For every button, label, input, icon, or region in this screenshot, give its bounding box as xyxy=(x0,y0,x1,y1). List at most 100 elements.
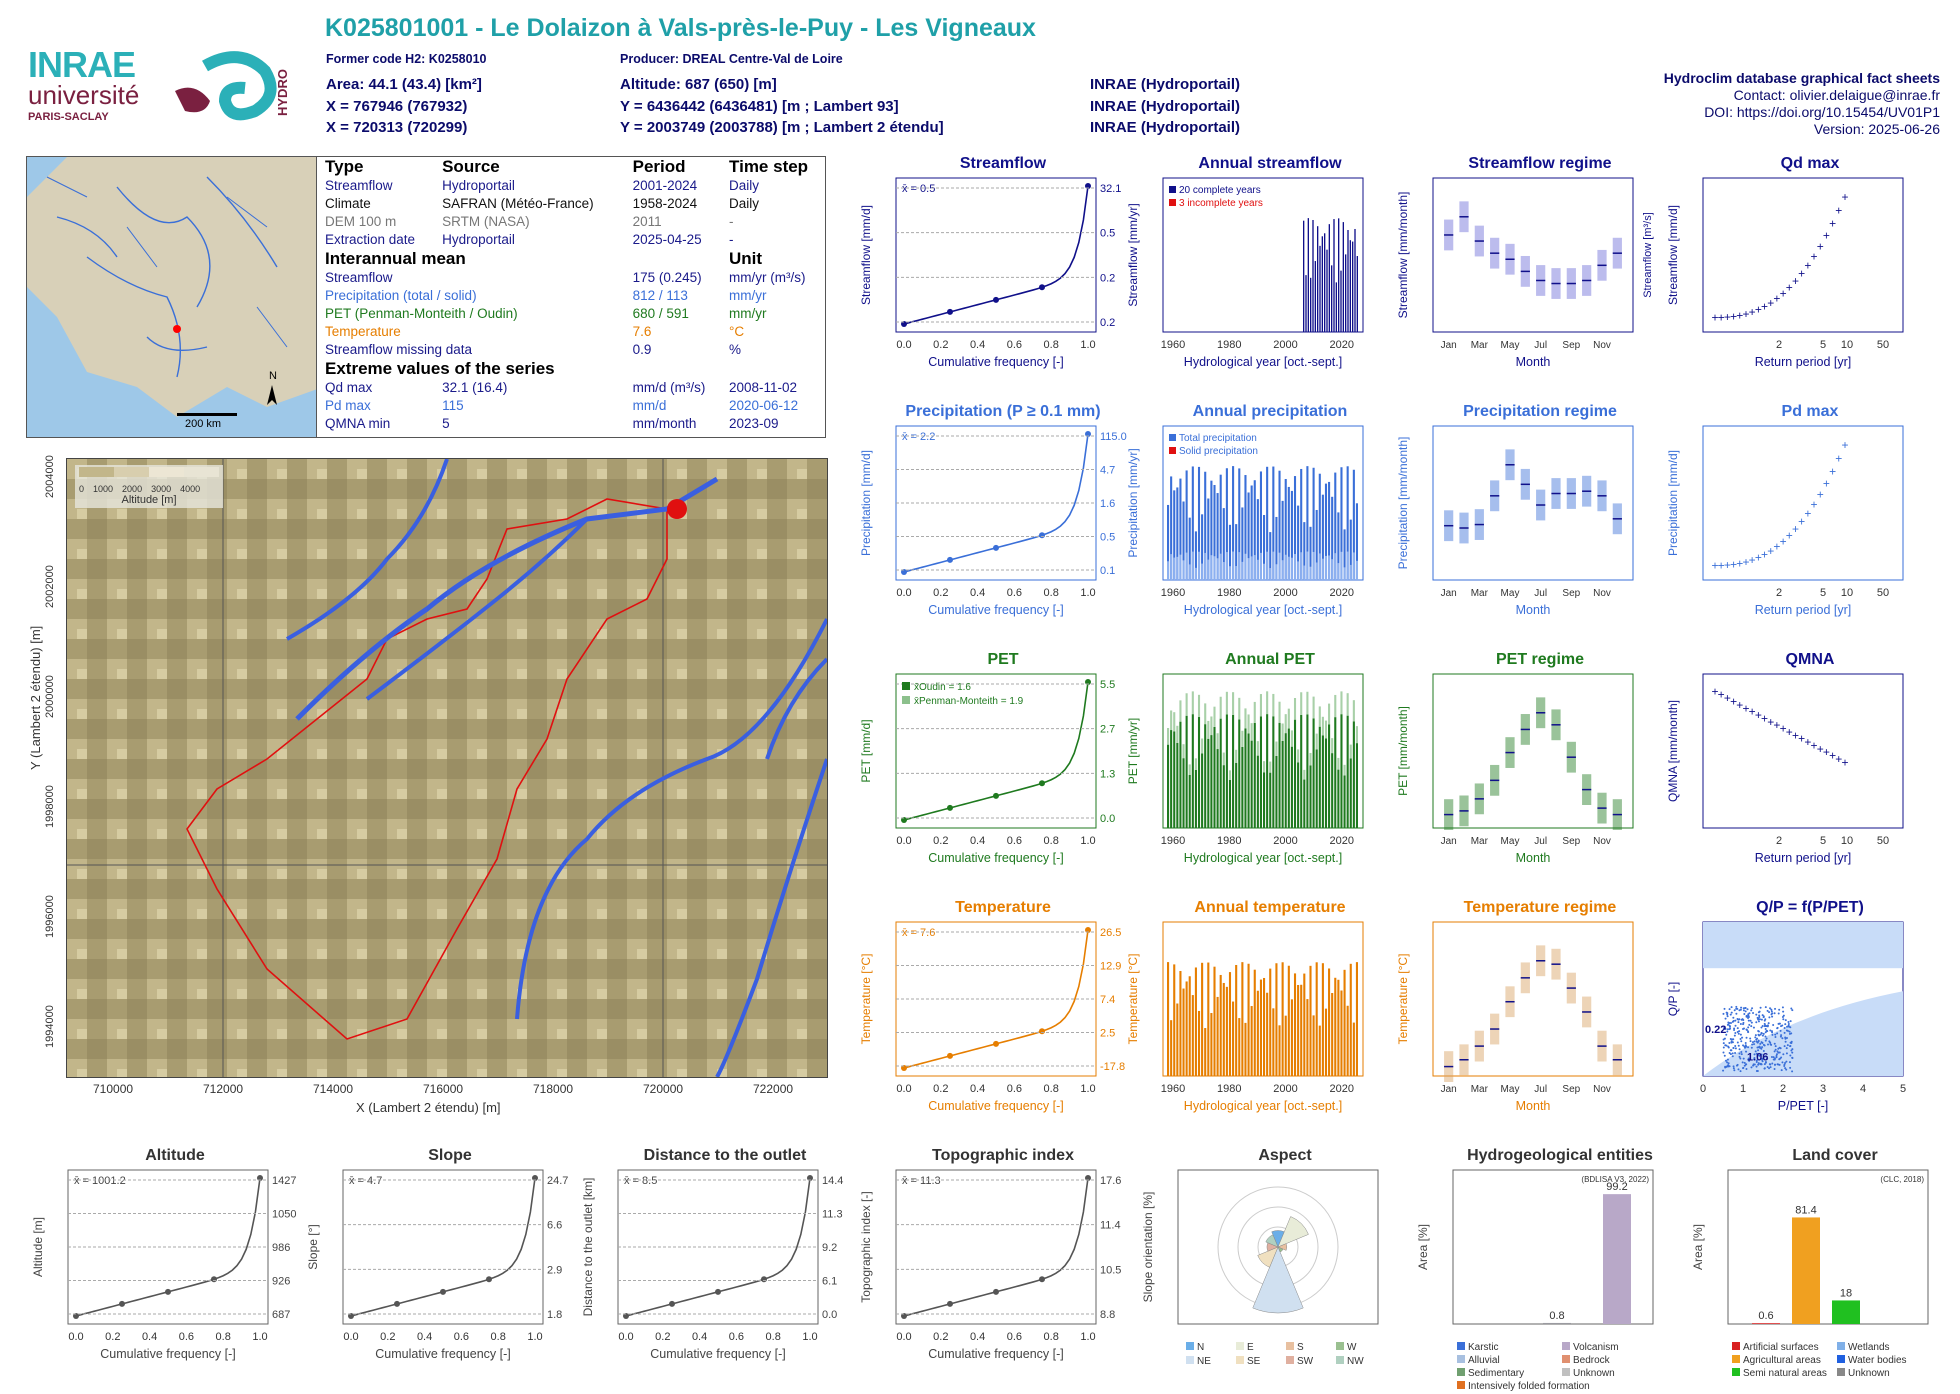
info-row: Climate SAFRAN (Météo-France) 1958-2024 Dai… xyxy=(317,195,825,213)
qp-point xyxy=(1749,1037,1751,1039)
qp-point xyxy=(1725,1018,1727,1020)
qp-point xyxy=(1779,1058,1781,1060)
x-tick: 0.2 xyxy=(105,1331,120,1343)
map-ytick: 2000000 xyxy=(44,675,56,718)
bar-solid xyxy=(1235,566,1237,580)
bar xyxy=(1254,970,1256,1076)
cdf-point xyxy=(440,1289,446,1295)
inter-row: Precipitation (total / solid) 812 / 113 mm… xyxy=(317,287,825,305)
bar xyxy=(1313,1015,1315,1076)
x-tick: 0.8 xyxy=(766,1331,781,1343)
bar xyxy=(1257,991,1259,1076)
station-marker xyxy=(667,499,687,519)
bar-solid xyxy=(1319,553,1321,580)
x-tick: 0.4 xyxy=(970,1331,985,1343)
qp-point xyxy=(1746,1037,1748,1039)
bar-solid xyxy=(1269,568,1271,580)
x-tick: 50 xyxy=(1877,835,1889,847)
legend-entry: N xyxy=(1197,1342,1204,1353)
bar-solid xyxy=(1213,556,1215,580)
right-tick: 1.3 xyxy=(1100,768,1115,780)
right-tick: 14.4 xyxy=(822,1175,843,1187)
chart-qd_max: Qd maxReturn period [yr]Streamflow [mm/d… xyxy=(1665,152,1935,402)
x-tick: 1.0 xyxy=(252,1331,267,1343)
qp-point xyxy=(1748,1020,1750,1022)
bar-pm xyxy=(1248,714,1250,733)
y-axis-label: Streamflow [mm/d] xyxy=(1666,205,1680,305)
qp-point xyxy=(1786,1047,1788,1049)
cdf-point xyxy=(993,297,999,303)
info-period: 2001-2024 xyxy=(625,177,721,195)
qp-point xyxy=(1731,1012,1733,1014)
bar xyxy=(1344,775,1346,828)
former-code: Former code H2: K0258010 xyxy=(326,52,487,66)
qp-point xyxy=(1728,1062,1730,1064)
info-type: Extraction date xyxy=(317,231,434,249)
qp-point xyxy=(1740,1070,1742,1072)
y-axis-label: QMNA [mm/month] xyxy=(1666,700,1680,802)
chart-title: PET regime xyxy=(1496,651,1584,668)
legend-entry: NE xyxy=(1197,1356,1211,1367)
inter-a: PET (Penman-Monteith / Oudin) xyxy=(317,305,625,323)
bar-solid xyxy=(1244,554,1246,580)
chart-title: Temperature xyxy=(955,899,1051,916)
qp-point xyxy=(1733,1047,1735,1049)
qp-point xyxy=(1725,1060,1727,1062)
qp-point xyxy=(1782,1006,1784,1008)
bar xyxy=(1603,1194,1631,1324)
legend-entry: Unknown xyxy=(1848,1368,1890,1379)
bar-pm xyxy=(1235,750,1237,763)
qp-point xyxy=(1733,1067,1735,1069)
y-axis-label: Q/P [-] xyxy=(1666,982,1680,1016)
qp-point xyxy=(1745,1046,1747,1048)
month-tick: Sep xyxy=(1562,836,1580,847)
inter-row: Streamflow missing data 0.9% xyxy=(317,341,825,359)
right-tick: 1050 xyxy=(272,1209,296,1221)
qp-point xyxy=(1754,1040,1756,1042)
extreme-val: 115 xyxy=(434,397,625,415)
legend-entry: Volcanism xyxy=(1573,1342,1619,1353)
station-marker-minimap xyxy=(173,325,181,333)
universite-text: université xyxy=(28,80,139,111)
bar xyxy=(1340,714,1342,828)
bar xyxy=(1310,278,1311,332)
chart-qp: Q/P = f(P/PET)P/PET [-]Q/P [-]0.221.060 1… xyxy=(1665,896,1935,1146)
x-tick: 3 xyxy=(1820,1083,1826,1095)
x-tick: 0.4 xyxy=(417,1331,432,1343)
doi: DOI: https://doi.org/10.15454/UV01P1 xyxy=(1664,104,1940,121)
x-tick: 0.8 xyxy=(1044,339,1059,351)
qp-point xyxy=(1723,1046,1725,1048)
bar xyxy=(1269,969,1271,1076)
bar xyxy=(1294,973,1296,1076)
right-tick: 2.9 xyxy=(547,1264,562,1276)
qp-point xyxy=(1740,1023,1742,1025)
x-axis-label: Cumulative frequency [-] xyxy=(928,603,1063,617)
x-tick: 2000 xyxy=(1273,587,1297,599)
bar-pm xyxy=(1313,697,1315,719)
bar xyxy=(1352,242,1353,332)
qp-point xyxy=(1780,1025,1782,1027)
info-period: 2025-04-25 xyxy=(625,231,721,249)
qp-point xyxy=(1779,1047,1781,1049)
mean-label: x̄ = 11.3 xyxy=(902,1175,941,1187)
chart-streamflow_cdf: StreamflowCumulative frequency [-]Stream… xyxy=(858,152,1128,402)
bar xyxy=(1238,720,1240,828)
qp-point xyxy=(1734,1020,1736,1022)
chart-slope: SlopeCumulative frequency [-]Slope [°]0.… xyxy=(305,1144,575,1394)
bar-solid xyxy=(1272,552,1274,580)
month-tick: May xyxy=(1501,340,1520,351)
y-axis-label: Streamflow [mm/month] xyxy=(1396,192,1410,319)
bar xyxy=(1179,722,1181,828)
x-tick: 1960 xyxy=(1161,587,1185,599)
qp-point xyxy=(1763,1033,1765,1035)
chart-qmna: QMNAReturn period [yr]QMNA [mm/month]2 5 1… xyxy=(1665,648,1935,898)
bar xyxy=(1350,758,1352,828)
right-tick: 926 xyxy=(272,1276,290,1288)
x-tick: 1.0 xyxy=(1080,1331,1095,1343)
cdf-point xyxy=(1039,1028,1045,1034)
chart-streamflow_regime: Streamflow regimeMonthStreamflow [mm/mon… xyxy=(1395,152,1665,402)
legend-tick: 1000 xyxy=(93,484,113,494)
point: + xyxy=(1835,452,1842,466)
qp-point xyxy=(1743,1058,1745,1060)
right-tick: 0.5 xyxy=(1100,228,1115,240)
